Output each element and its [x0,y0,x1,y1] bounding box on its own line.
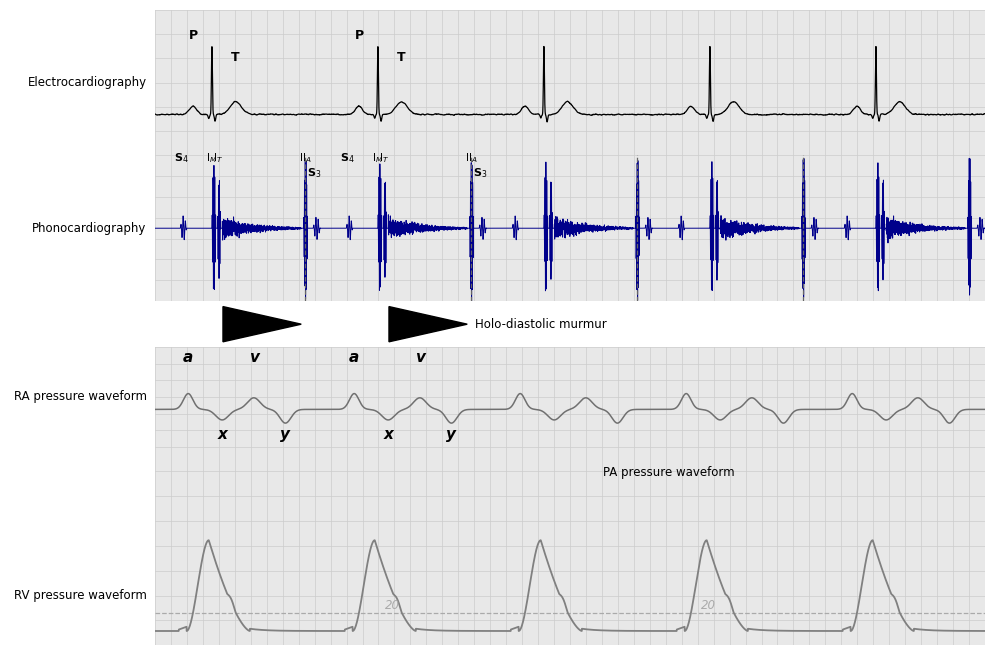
Text: S$_3$: S$_3$ [307,166,322,180]
Text: PA pressure waveform: PA pressure waveform [603,466,735,479]
Text: x: x [383,427,393,442]
Text: y: y [280,427,290,442]
Text: a: a [349,350,359,365]
Polygon shape [223,307,301,342]
Text: I$_T$: I$_T$ [379,152,389,166]
Text: a: a [183,350,193,365]
Text: RV pressure waveform: RV pressure waveform [14,589,147,602]
Text: Holo-diastolic murmur: Holo-diastolic murmur [475,318,607,331]
Text: II$_A$: II$_A$ [299,152,312,166]
Text: v: v [415,350,425,365]
Text: P: P [354,29,364,42]
Polygon shape [389,307,467,342]
Text: v: v [249,350,259,365]
Text: RA pressure waveform: RA pressure waveform [14,390,147,403]
Text: S$_4$: S$_4$ [174,152,188,166]
Text: I$_M$: I$_M$ [372,152,384,166]
Text: I$_T$: I$_T$ [213,152,223,166]
Text: II$_A$: II$_A$ [465,152,478,166]
Text: x: x [217,427,227,442]
Text: 20: 20 [385,599,400,612]
Text: I$_M$: I$_M$ [206,152,218,166]
Text: y: y [446,427,456,442]
Text: S$_4$: S$_4$ [340,152,354,166]
Text: Phonocardiography: Phonocardiography [32,222,147,234]
Text: S$_3$: S$_3$ [473,166,488,180]
Text: Electrocardiography: Electrocardiography [28,76,147,89]
Text: T: T [397,52,406,64]
Text: T: T [231,52,240,64]
Text: 20: 20 [701,599,716,612]
Text: P: P [188,29,198,42]
